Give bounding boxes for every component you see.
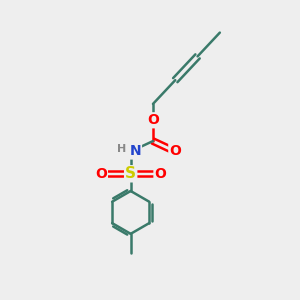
Text: H: H	[117, 144, 126, 154]
Text: S: S	[125, 166, 136, 181]
Text: O: O	[154, 167, 166, 181]
Text: O: O	[169, 145, 181, 158]
Text: O: O	[95, 167, 107, 181]
Text: O: O	[147, 113, 159, 127]
Text: N: N	[129, 145, 141, 158]
